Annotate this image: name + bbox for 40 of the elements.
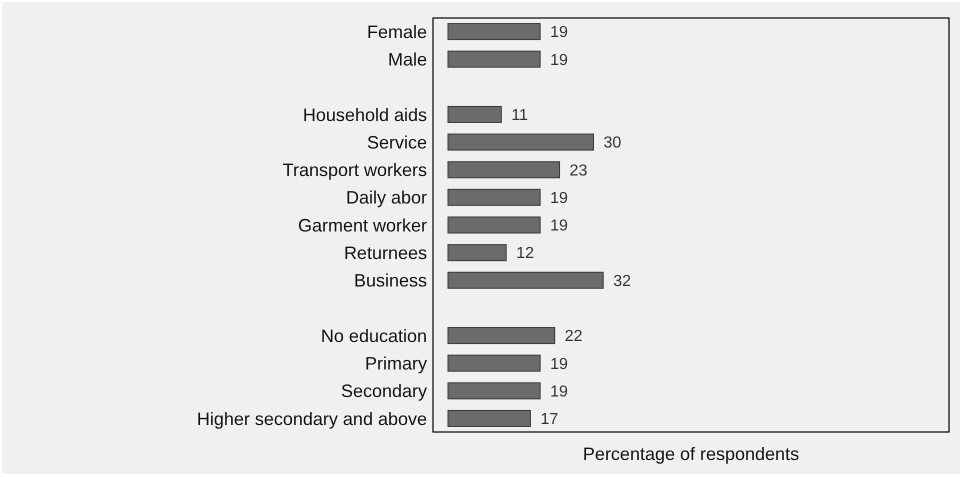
bar [448,134,594,151]
y-tick-label: Returnees [344,242,427,263]
data-label: 23 [570,162,588,180]
y-tick-label: Primary [365,353,427,374]
y-tick-label: No education [320,326,427,346]
y-tick-label: Female [366,22,427,42]
bar [448,50,541,68]
data-label: 30 [604,134,622,152]
bar [448,244,507,262]
data-label: 19 [550,52,568,69]
y-tick-label: Higher secondary and above [196,408,427,429]
data-label: 32 [613,272,632,290]
y-tick-label: Business [354,270,427,291]
x-axis-title: Percentage of respondents [582,444,800,464]
y-tick-label: Household aids [302,104,427,125]
y-tick-label: Transport workers [282,160,427,180]
y-tick-label: Service [366,132,427,152]
bar [448,216,541,234]
bar [448,188,541,206]
data-label: 19 [550,190,568,207]
bar [448,382,541,400]
data-label: 19 [550,218,568,235]
y-tick-label: Male [388,49,427,70]
data-label: 12 [516,245,534,262]
data-label: 19 [550,24,568,42]
data-label: 11 [511,107,528,124]
y-tick-label: Secondary [340,381,427,402]
bar [448,354,541,372]
data-label: 17 [540,411,558,428]
data-label: 19 [550,356,568,373]
bar [448,327,556,344]
bar [448,23,541,40]
bar [448,161,560,178]
bar [448,410,531,427]
bar [448,106,502,123]
y-tick-label: Daily abor [346,188,427,208]
data-label: 19 [550,383,568,400]
bar [448,272,604,289]
data-label: 22 [564,328,583,346]
y-tick-label: Garment worker [298,215,427,236]
